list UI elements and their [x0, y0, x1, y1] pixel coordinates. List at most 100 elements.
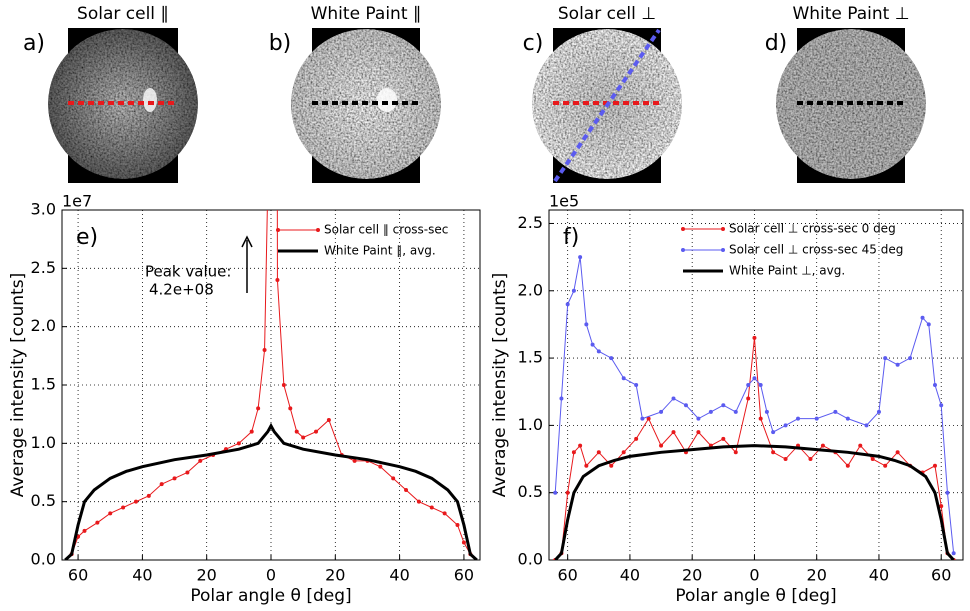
- plot-frame: [61, 209, 481, 561]
- point: [314, 429, 319, 434]
- point: [771, 450, 776, 455]
- point: [609, 356, 614, 361]
- legend-label: Solar cell ⊥ cross-sec 45 deg: [729, 243, 903, 257]
- point: [758, 383, 763, 387]
- image-title: Solar cell ⊥: [558, 4, 656, 24]
- point: [571, 450, 576, 455]
- point: [281, 383, 286, 387]
- series: [553, 335, 956, 560]
- point: [416, 499, 421, 504]
- point: [926, 322, 931, 327]
- point: [404, 488, 409, 492]
- legend-marker: [316, 228, 320, 232]
- series: [64, 422, 478, 560]
- series: [553, 255, 956, 556]
- point: [733, 409, 738, 414]
- image-title: Solar cell ∥: [77, 4, 169, 24]
- point: [883, 463, 888, 468]
- panel-letter: d): [765, 31, 788, 56]
- panel-label: f): [563, 225, 579, 250]
- y-tick-label: 1.5: [518, 348, 543, 367]
- point: [908, 356, 913, 361]
- x-tick-label: 20: [682, 566, 702, 585]
- series-line: [554, 337, 955, 560]
- point: [920, 315, 925, 320]
- panel-letter: a): [23, 31, 45, 56]
- point: [82, 528, 87, 533]
- x-tick-label: 40: [389, 566, 409, 585]
- point: [172, 476, 177, 481]
- point: [391, 476, 396, 481]
- y-axis-label: Average intensity [counts]: [490, 273, 510, 497]
- hot-spot: [143, 88, 157, 112]
- point: [621, 376, 626, 381]
- point: [758, 416, 763, 421]
- legend-marker: [681, 248, 685, 252]
- legend-label: White Paint ⊥, avg.: [729, 264, 845, 278]
- point: [571, 288, 576, 293]
- x-tick-label: 0: [266, 566, 276, 585]
- x-tick-label: 20: [807, 566, 827, 585]
- legend-marker: [721, 248, 725, 252]
- point: [932, 463, 937, 468]
- point: [146, 493, 151, 498]
- point: [442, 511, 447, 516]
- point: [752, 376, 757, 381]
- y-axis-label: Average intensity [counts]: [8, 273, 28, 497]
- point: [584, 322, 589, 327]
- point: [721, 436, 726, 441]
- point: [783, 457, 788, 462]
- legend-label: Solar cell ⊥ cross-sec 0 deg: [729, 222, 896, 236]
- point: [326, 418, 331, 422]
- y-tick-label: 0.5: [518, 482, 543, 501]
- point: [121, 505, 126, 510]
- point: [262, 348, 267, 352]
- x-tick-label: 60: [68, 566, 88, 585]
- annotation: 4.2e+08: [149, 281, 214, 299]
- image-panels: Solar cell ∥ a) White Paint ∥ b) Solar c…: [23, 4, 926, 183]
- point: [659, 443, 664, 448]
- point: [108, 511, 113, 516]
- x-axis-label: Polar angle θ [deg]: [675, 586, 836, 606]
- y-tick-label: 2.0: [518, 280, 543, 299]
- y-tick-label: 1.5: [31, 375, 56, 394]
- y-tick-label: 0.5: [31, 491, 56, 510]
- point: [578, 255, 583, 260]
- point: [609, 463, 614, 468]
- point: [646, 416, 651, 421]
- point: [352, 458, 357, 463]
- point: [634, 436, 639, 441]
- point: [932, 383, 937, 387]
- point: [945, 490, 950, 495]
- point: [621, 450, 626, 455]
- series: [69, 210, 473, 557]
- y-tick-label: 1.0: [518, 415, 543, 434]
- point: [864, 423, 869, 428]
- point: [640, 416, 645, 421]
- point: [671, 396, 676, 401]
- point: [95, 520, 100, 525]
- point: [249, 429, 254, 434]
- point: [858, 443, 863, 448]
- series-line: [64, 422, 478, 560]
- point: [159, 482, 164, 487]
- point: [764, 409, 769, 414]
- point: [236, 441, 241, 446]
- x-tick-label: 60: [931, 566, 951, 585]
- annotation-arrowhead: [241, 235, 253, 248]
- point: [796, 416, 801, 421]
- legend-marker: [681, 227, 685, 231]
- point: [771, 430, 776, 435]
- point: [634, 383, 639, 387]
- point: [565, 490, 570, 495]
- point: [133, 499, 138, 504]
- y-tick-label: 0.0: [518, 550, 543, 569]
- point: [256, 406, 261, 411]
- y-tick-label: 1.0: [31, 433, 56, 452]
- point: [721, 403, 726, 408]
- point: [752, 335, 757, 340]
- point: [733, 450, 738, 455]
- point: [429, 505, 434, 510]
